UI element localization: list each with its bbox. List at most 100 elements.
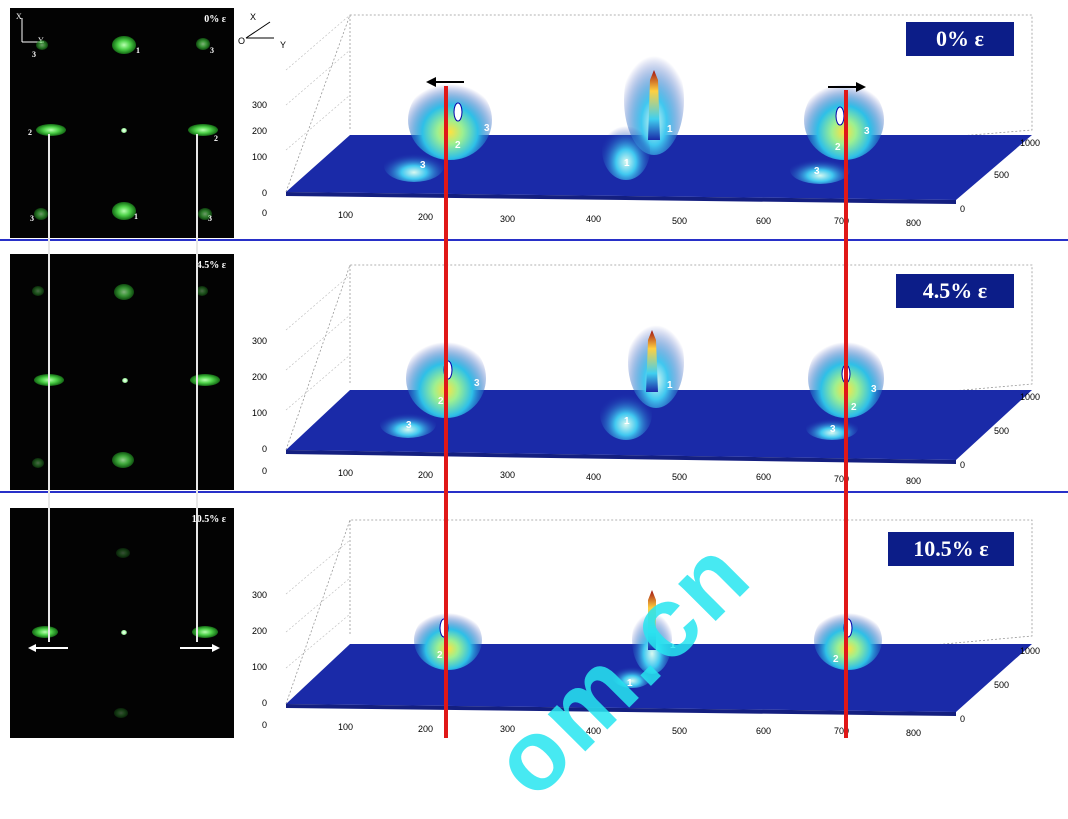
spot-label: 1 (134, 212, 138, 221)
spot-2-left (36, 124, 66, 136)
svg-text:3: 3 (864, 126, 870, 137)
diffraction-panel-1: 4.5% ε (10, 254, 234, 490)
svg-text:1: 1 (627, 678, 633, 689)
plot-axis-indicator: X O Y (238, 12, 286, 50)
svg-text:1: 1 (670, 640, 676, 651)
separator-1 (0, 239, 1068, 241)
spot-3-top-right (196, 286, 208, 296)
svg-text:400: 400 (586, 214, 601, 224)
strain-label-1: 4.5% ε (896, 274, 1014, 308)
mini-axis-x: X (16, 12, 22, 21)
spot-1-bottom (112, 452, 134, 468)
svg-text:0: 0 (960, 204, 965, 214)
spot-2-right (192, 626, 218, 638)
svg-text:200: 200 (418, 724, 433, 734)
svg-text:2: 2 (833, 654, 839, 665)
figure: X Y 0% ε 3 1 3 2 2 3 1 3 4.5% ε (0, 8, 1068, 818)
spot-1-top (116, 548, 130, 558)
plot-axis-y-label: Y (280, 40, 286, 50)
svg-text:1: 1 (667, 380, 673, 391)
guide-line-right (196, 134, 198, 642)
svg-text:100: 100 (338, 468, 353, 478)
spot-3-top-left (32, 286, 44, 296)
svg-text:3: 3 (830, 424, 836, 435)
guide-line-left (48, 134, 50, 642)
strain-label-small-0: 0% ε (204, 14, 226, 25)
svg-text:300: 300 (252, 100, 267, 110)
svg-text:0: 0 (262, 466, 267, 476)
svg-text:1: 1 (624, 158, 630, 169)
spot-label: 3 (210, 46, 214, 55)
svg-text:3: 3 (484, 123, 490, 134)
strain-label-small-1: 4.5% ε (196, 260, 226, 271)
svg-text:300: 300 (500, 470, 515, 480)
svg-text:500: 500 (672, 726, 687, 736)
spot-3-bottom-right (198, 208, 212, 220)
spot-3-top-left (36, 40, 48, 50)
svg-text:0: 0 (960, 714, 965, 724)
spot-1-bottom (114, 708, 128, 718)
svg-text:500: 500 (672, 472, 687, 482)
svg-text:800: 800 (906, 728, 921, 738)
red-guide-line-left (444, 86, 448, 738)
svg-text:100: 100 (338, 210, 353, 220)
center-beam (121, 630, 127, 635)
svg-text:200: 200 (252, 126, 267, 136)
spot-1-bottom (112, 202, 136, 220)
expansion-arrows (28, 644, 220, 652)
svg-text:100: 100 (252, 662, 267, 672)
svg-text:1: 1 (667, 124, 673, 135)
svg-text:3: 3 (871, 384, 877, 395)
svg-text:600: 600 (756, 216, 771, 226)
plot-axis-o-label: O (238, 36, 245, 46)
svg-text:200: 200 (418, 470, 433, 480)
spot-label: 3 (32, 50, 36, 59)
svg-text:600: 600 (756, 726, 771, 736)
svg-text:2: 2 (455, 140, 461, 151)
svg-text:700: 700 (834, 726, 849, 736)
svg-text:0: 0 (262, 698, 267, 708)
svg-text:300: 300 (252, 590, 267, 600)
diffraction-panel-2: 10.5% ε (10, 508, 234, 738)
svg-text:800: 800 (906, 218, 921, 228)
svg-text:300: 300 (252, 336, 267, 346)
svg-text:3: 3 (814, 166, 820, 177)
spot-label: 2 (214, 134, 218, 143)
svg-text:1000: 1000 (1020, 138, 1040, 148)
svg-text:400: 400 (586, 472, 601, 482)
center-beam (122, 378, 128, 383)
svg-text:600: 600 (756, 472, 771, 482)
svg-text:500: 500 (672, 216, 687, 226)
diffraction-panel-0: X Y 0% ε 3 1 3 2 2 3 1 3 (10, 8, 234, 238)
svg-text:1000: 1000 (1020, 646, 1040, 656)
svg-text:2: 2 (851, 402, 857, 413)
svg-text:3: 3 (420, 160, 426, 171)
svg-text:0: 0 (262, 720, 267, 730)
separator-2 (0, 491, 1068, 493)
spot-2-left (32, 626, 58, 638)
spot-1-top (112, 36, 136, 54)
spot-3-top-right (196, 38, 210, 50)
svg-text:500: 500 (994, 170, 1009, 180)
red-guide-line-right (844, 90, 848, 738)
svg-text:100: 100 (338, 722, 353, 732)
svg-text:0: 0 (262, 188, 267, 198)
svg-text:300: 300 (500, 214, 515, 224)
svg-text:2: 2 (437, 650, 443, 661)
svg-text:200: 200 (252, 626, 267, 636)
spot-1-top (114, 284, 134, 300)
svg-text:0: 0 (960, 460, 965, 470)
plot-axis-x-label: X (250, 12, 256, 22)
svg-text:800: 800 (906, 476, 921, 486)
spot-2-right (188, 124, 218, 136)
spot-3-bottom-left (32, 458, 44, 468)
spot-label: 1 (136, 46, 140, 55)
svg-text:700: 700 (834, 216, 849, 226)
svg-text:0: 0 (262, 444, 267, 454)
center-beam (121, 128, 127, 133)
svg-text:700: 700 (834, 474, 849, 484)
svg-text:200: 200 (252, 372, 267, 382)
svg-text:2: 2 (835, 142, 841, 153)
svg-text:3: 3 (406, 420, 412, 431)
strain-label-2: 10.5% ε (888, 532, 1014, 566)
